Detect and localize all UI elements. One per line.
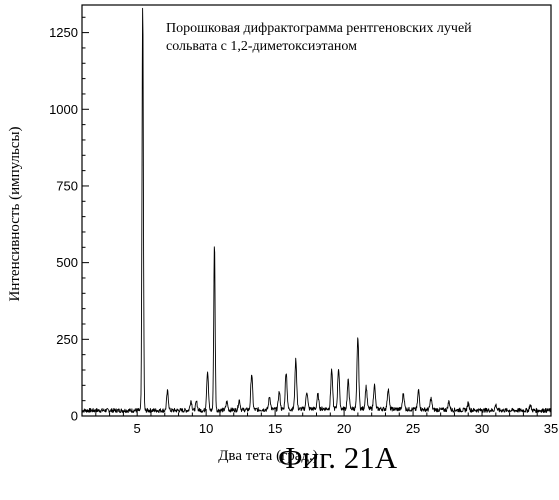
x-tick-label: 15 (268, 421, 282, 436)
y-tick-label: 750 (56, 178, 78, 193)
plot-frame (81, 4, 552, 417)
peak-markers (141, 4, 532, 407)
x-tick-label: 30 (475, 421, 489, 436)
x-tick-label: 25 (406, 421, 420, 436)
figure-caption: Фиг. 21А (278, 440, 398, 475)
y-axis-ticks: 0 250 500 750 1000 1250 (49, 16, 89, 424)
x-tick-label: 20 (337, 421, 351, 436)
y-tick-label: 250 (56, 332, 78, 347)
y-tick-label: 500 (56, 255, 78, 270)
x-tick-label: 10 (199, 421, 213, 436)
y-tick-label: 0 (71, 409, 78, 424)
plot-border (81, 4, 552, 417)
y-tick-label: 1250 (49, 25, 78, 40)
x-axis-ticks: 5 10 15 20 25 30 35 (81, 409, 558, 436)
x-axis-title: Два тета (град.) (218, 448, 318, 464)
peak-point (213, 243, 216, 246)
x-tick-label: 35 (544, 421, 558, 436)
x-tick-label: 5 (134, 421, 141, 436)
diffraction-line (81, 7, 552, 414)
y-tick-label: 1000 (49, 102, 78, 117)
diffraction-trace (81, 7, 552, 414)
y-axis-title: Интенсивность (импульсы) (7, 126, 23, 301)
plot-title-line-1: Порошковая дифрактограмма рентгеновских … (166, 21, 472, 36)
plot-title-line-2: сольвата с 1,2-диметоксиэтаном (166, 39, 357, 54)
